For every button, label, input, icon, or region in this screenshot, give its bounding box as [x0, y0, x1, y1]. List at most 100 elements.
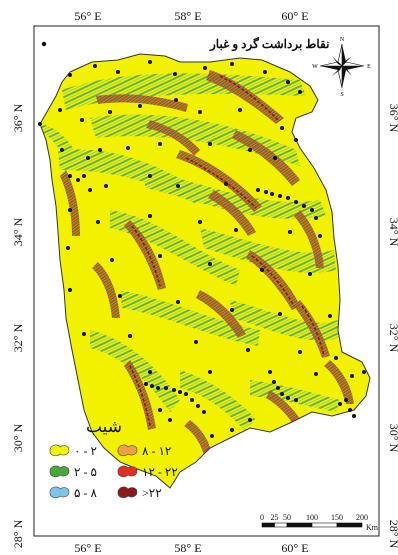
dust-point — [126, 146, 130, 150]
steep-slope-zone — [146, 120, 200, 156]
left-label-32n: 32° N — [11, 323, 25, 352]
dust-point — [68, 288, 72, 292]
dust-point — [280, 392, 284, 396]
slope-swatch-icon — [117, 465, 138, 478]
top-label-60e: 60° E — [281, 9, 308, 23]
dust-point — [362, 370, 366, 374]
moderate-slope-zone — [110, 210, 240, 286]
dust-point — [310, 208, 314, 212]
bottom-label-56e: 56° E — [74, 541, 101, 555]
dust-point — [348, 408, 352, 412]
dust-point — [248, 418, 252, 422]
moderate-slope-zone — [180, 370, 256, 430]
points-legend-label: نقاط برداشت گرد و غبار — [209, 36, 329, 52]
dust-point — [76, 178, 80, 182]
scale-label: 50 — [283, 513, 291, 522]
top-label-58e: 58° E — [174, 9, 201, 23]
dust-point — [208, 370, 212, 374]
dust-point — [178, 390, 182, 394]
dust-point — [203, 66, 207, 70]
dust-point — [196, 404, 200, 408]
dust-point — [82, 174, 86, 178]
dust-point — [202, 410, 206, 414]
left-label-30n: 30° N — [11, 423, 25, 452]
steep-slope-zone — [196, 290, 246, 338]
study-region — [38, 53, 371, 489]
scale-unit: Km — [366, 523, 379, 532]
scale-segment — [261, 522, 275, 528]
scale-segment — [311, 522, 338, 528]
ridge-line — [131, 225, 161, 287]
dust-point — [176, 300, 180, 304]
dust-point — [174, 98, 178, 102]
dust-point — [158, 408, 162, 412]
dust-point — [294, 138, 298, 142]
dust-point — [318, 234, 322, 238]
dust-point — [270, 192, 274, 196]
dust-point — [350, 374, 354, 378]
dust-point — [264, 190, 268, 194]
slope-legend: شیب ۰ - ۲ ۲ - ۵ ۵ - ۸ ۸ - ۱۲ ۱۲ - ۲۲ >۲۲ — [49, 417, 178, 500]
point-symbol-icon — [41, 41, 47, 47]
dust-point — [158, 142, 162, 146]
dust-point — [273, 156, 277, 160]
right-label-28n: 28° N — [387, 520, 398, 549]
right-label-34n: 34° N — [387, 218, 398, 247]
dust-point — [298, 90, 302, 94]
dust-point — [208, 142, 212, 146]
dust-point — [238, 108, 242, 112]
moderate-slope-zone — [140, 170, 326, 219]
dust-point — [198, 220, 202, 224]
ridge-line — [251, 255, 295, 307]
scale-label: 0 — [260, 513, 264, 522]
scale-segment — [286, 522, 313, 528]
dust-point — [230, 308, 234, 312]
dust-point — [176, 184, 180, 188]
dust-point — [38, 122, 42, 126]
dust-point — [286, 196, 290, 200]
steep-slope-zone — [232, 130, 300, 186]
dust-point — [88, 188, 92, 192]
dust-point — [234, 228, 238, 232]
dust-point — [230, 62, 234, 66]
slope-legend-title: شیب — [86, 417, 122, 436]
ridge-line — [301, 305, 325, 357]
dust-point — [68, 208, 72, 212]
slope-legend-label: ۱۲ - ۲۲ — [142, 465, 178, 479]
slope-swatch-icon — [117, 486, 138, 499]
dust-point — [118, 294, 122, 298]
dust-point — [148, 174, 152, 178]
right-coordinate-labels: 36° N 34° N 32° N 30° N 28° N — [387, 104, 398, 549]
dust-point — [96, 220, 100, 224]
bottom-coordinate-labels: 56° E 58° E 60° E — [74, 541, 308, 555]
moderate-slope-zone — [90, 114, 300, 166]
dust-point — [278, 312, 282, 316]
scale-bar: 0 25 50 100 150 200 Km — [260, 513, 379, 532]
right-label-30n: 30° N — [387, 424, 398, 453]
dust-point — [172, 388, 176, 392]
dust-point — [263, 70, 267, 74]
steep-slope-zone — [96, 94, 188, 112]
dust-point — [328, 314, 332, 318]
dust-point — [190, 398, 194, 402]
steep-slope-zone — [208, 190, 256, 236]
dust-point — [256, 188, 260, 192]
dust-point — [104, 184, 108, 188]
dust-point — [148, 214, 152, 218]
dust-point — [208, 262, 212, 266]
scale-label: 150 — [331, 513, 343, 522]
slope-legend-label: >۲۲ — [142, 486, 162, 500]
compass-s: S — [340, 92, 343, 98]
scale-label: 25 — [271, 513, 279, 522]
moderate-slope-zone — [58, 149, 200, 204]
dust-point — [173, 72, 177, 76]
dust-point — [128, 334, 132, 338]
dust-point — [82, 332, 86, 336]
dust-point — [158, 254, 162, 258]
dust-point — [156, 386, 160, 390]
steep-slope-zone — [324, 360, 354, 404]
dust-point — [294, 398, 298, 402]
moderate-slope-zone — [40, 124, 80, 166]
slope-legend-label: ۵ - ۸ — [74, 486, 97, 500]
dust-point — [246, 348, 250, 352]
